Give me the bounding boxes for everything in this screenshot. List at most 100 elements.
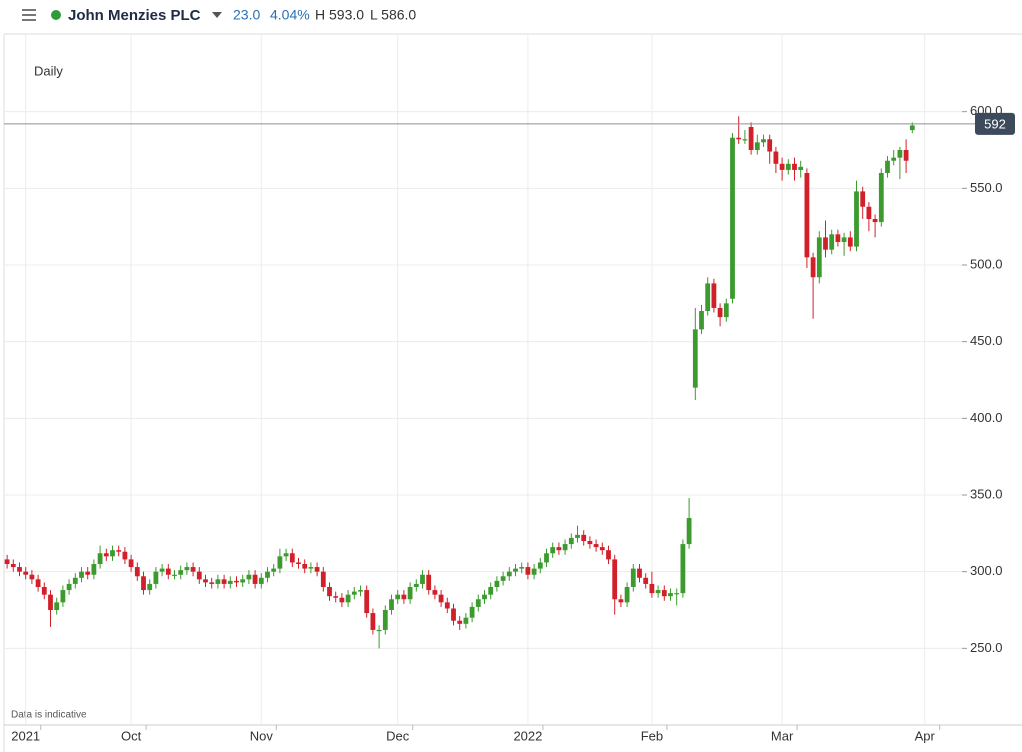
candle-body bbox=[382, 610, 388, 630]
dropdown-arrow[interactable] bbox=[212, 12, 222, 18]
candle-body bbox=[35, 579, 41, 587]
candle-body bbox=[854, 191, 859, 247]
last-price-label: 592 bbox=[984, 116, 1006, 131]
y-tick-label: 500.0 bbox=[970, 256, 1003, 271]
candle-body bbox=[841, 237, 847, 242]
candle-body bbox=[643, 577, 649, 584]
candle-body bbox=[829, 234, 835, 250]
x-tick-label: 2022 bbox=[513, 728, 542, 743]
instrument-title[interactable]: John Menzies PLC bbox=[68, 7, 201, 24]
candle-body bbox=[699, 311, 704, 330]
low: L 586.0 bbox=[370, 7, 416, 23]
candle-body bbox=[438, 594, 444, 603]
candle-body bbox=[792, 163, 797, 170]
candle-body bbox=[568, 537, 574, 545]
candle-body bbox=[178, 570, 184, 575]
note: Data is indicative bbox=[11, 710, 87, 721]
x-tick-label: 2021 bbox=[11, 728, 40, 743]
candle-body bbox=[190, 567, 196, 572]
candle-body bbox=[878, 173, 884, 223]
candle-body bbox=[736, 137, 742, 140]
candle-body bbox=[630, 568, 636, 587]
candle-body bbox=[116, 550, 122, 552]
candle-body bbox=[816, 237, 822, 278]
candle-body bbox=[48, 594, 53, 610]
candle-body bbox=[333, 596, 339, 598]
change-pct: 4.04% bbox=[270, 7, 310, 23]
candle-body bbox=[246, 574, 252, 580]
candle-body bbox=[407, 587, 413, 600]
candle-body bbox=[134, 567, 140, 577]
candle-body bbox=[475, 599, 481, 607]
candle-body bbox=[147, 583, 153, 591]
candle-body bbox=[41, 587, 47, 595]
candle-body bbox=[389, 599, 394, 610]
candle-body bbox=[72, 577, 78, 584]
candle-body bbox=[742, 139, 748, 141]
menu-icon[interactable] bbox=[22, 9, 36, 21]
candle-body bbox=[184, 567, 190, 571]
last-price-tag bbox=[975, 112, 1015, 135]
candle-body bbox=[358, 590, 363, 592]
candle-body bbox=[649, 583, 655, 594]
y-tick-label: 300.0 bbox=[970, 563, 1003, 578]
candle-body bbox=[519, 567, 525, 569]
candle-body bbox=[426, 574, 432, 591]
x-tick-label: Dec bbox=[386, 728, 410, 743]
candle-body bbox=[345, 594, 351, 603]
candle-body bbox=[314, 567, 320, 572]
candle-body bbox=[575, 534, 580, 538]
candle-body bbox=[339, 597, 345, 603]
candle-body bbox=[91, 564, 97, 575]
candle-body bbox=[581, 534, 587, 541]
candle-body bbox=[680, 544, 686, 594]
candle-body bbox=[308, 567, 314, 569]
candle-body bbox=[866, 206, 872, 219]
candle-body bbox=[395, 594, 401, 600]
candle-body bbox=[227, 580, 233, 584]
interval-label: Daily bbox=[34, 63, 63, 78]
candle-body bbox=[296, 562, 301, 564]
candle-body bbox=[860, 191, 866, 207]
candle-body bbox=[271, 568, 277, 572]
x-tick-label: Oct bbox=[121, 728, 142, 743]
candle-body bbox=[624, 587, 630, 603]
candle-body bbox=[258, 577, 264, 584]
candle-body bbox=[705, 283, 711, 311]
candle-body bbox=[655, 590, 661, 594]
candle-body bbox=[23, 571, 29, 575]
candle-body bbox=[804, 173, 810, 258]
candle-body bbox=[172, 574, 177, 576]
candle-body bbox=[587, 541, 593, 545]
candle-body bbox=[674, 593, 680, 595]
candle-body bbox=[488, 587, 494, 595]
candle-body bbox=[432, 590, 438, 595]
candle-body bbox=[364, 590, 370, 614]
change: 23.0 bbox=[233, 7, 260, 23]
candle-body bbox=[10, 564, 16, 568]
candle-body bbox=[773, 151, 779, 164]
candle-body bbox=[277, 556, 283, 569]
candle-body bbox=[327, 587, 332, 597]
candle-body bbox=[413, 583, 419, 587]
candle-body bbox=[221, 579, 227, 584]
candle-body bbox=[469, 606, 475, 618]
candle-body bbox=[550, 547, 556, 554]
candle-body bbox=[785, 163, 791, 170]
candle-body bbox=[240, 579, 246, 583]
candle-body bbox=[29, 574, 35, 580]
candle-body bbox=[593, 544, 599, 548]
candle-body bbox=[537, 562, 543, 569]
candle-body bbox=[234, 580, 239, 583]
x-tick-label: Nov bbox=[250, 728, 274, 743]
candle-body bbox=[618, 599, 624, 603]
candle-body bbox=[779, 163, 785, 170]
candle-body bbox=[823, 237, 828, 250]
candle-body bbox=[4, 559, 10, 564]
candle-body bbox=[847, 237, 853, 247]
candle-body bbox=[66, 583, 72, 591]
high: H 593.0 bbox=[315, 7, 364, 23]
candle-body bbox=[351, 591, 357, 595]
candle-body bbox=[692, 329, 698, 388]
